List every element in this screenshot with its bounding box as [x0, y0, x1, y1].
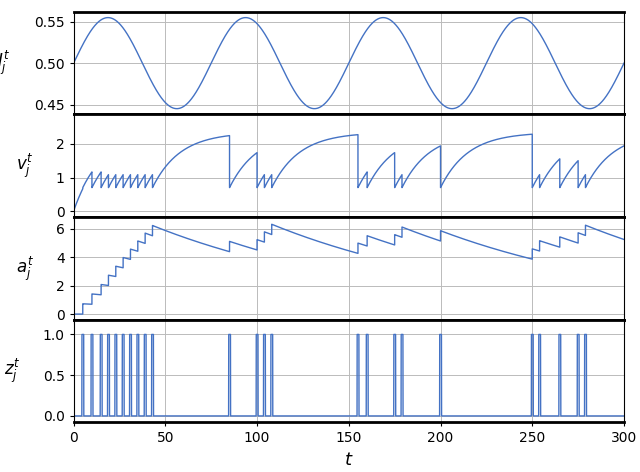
Y-axis label: $v_j^t$: $v_j^t$: [17, 152, 34, 180]
Y-axis label: $I_j^t$: $I_j^t$: [0, 49, 10, 77]
Y-axis label: $z_j^t$: $z_j^t$: [4, 357, 20, 385]
Y-axis label: $a_j^t$: $a_j^t$: [16, 254, 34, 283]
X-axis label: $t$: $t$: [344, 451, 354, 469]
